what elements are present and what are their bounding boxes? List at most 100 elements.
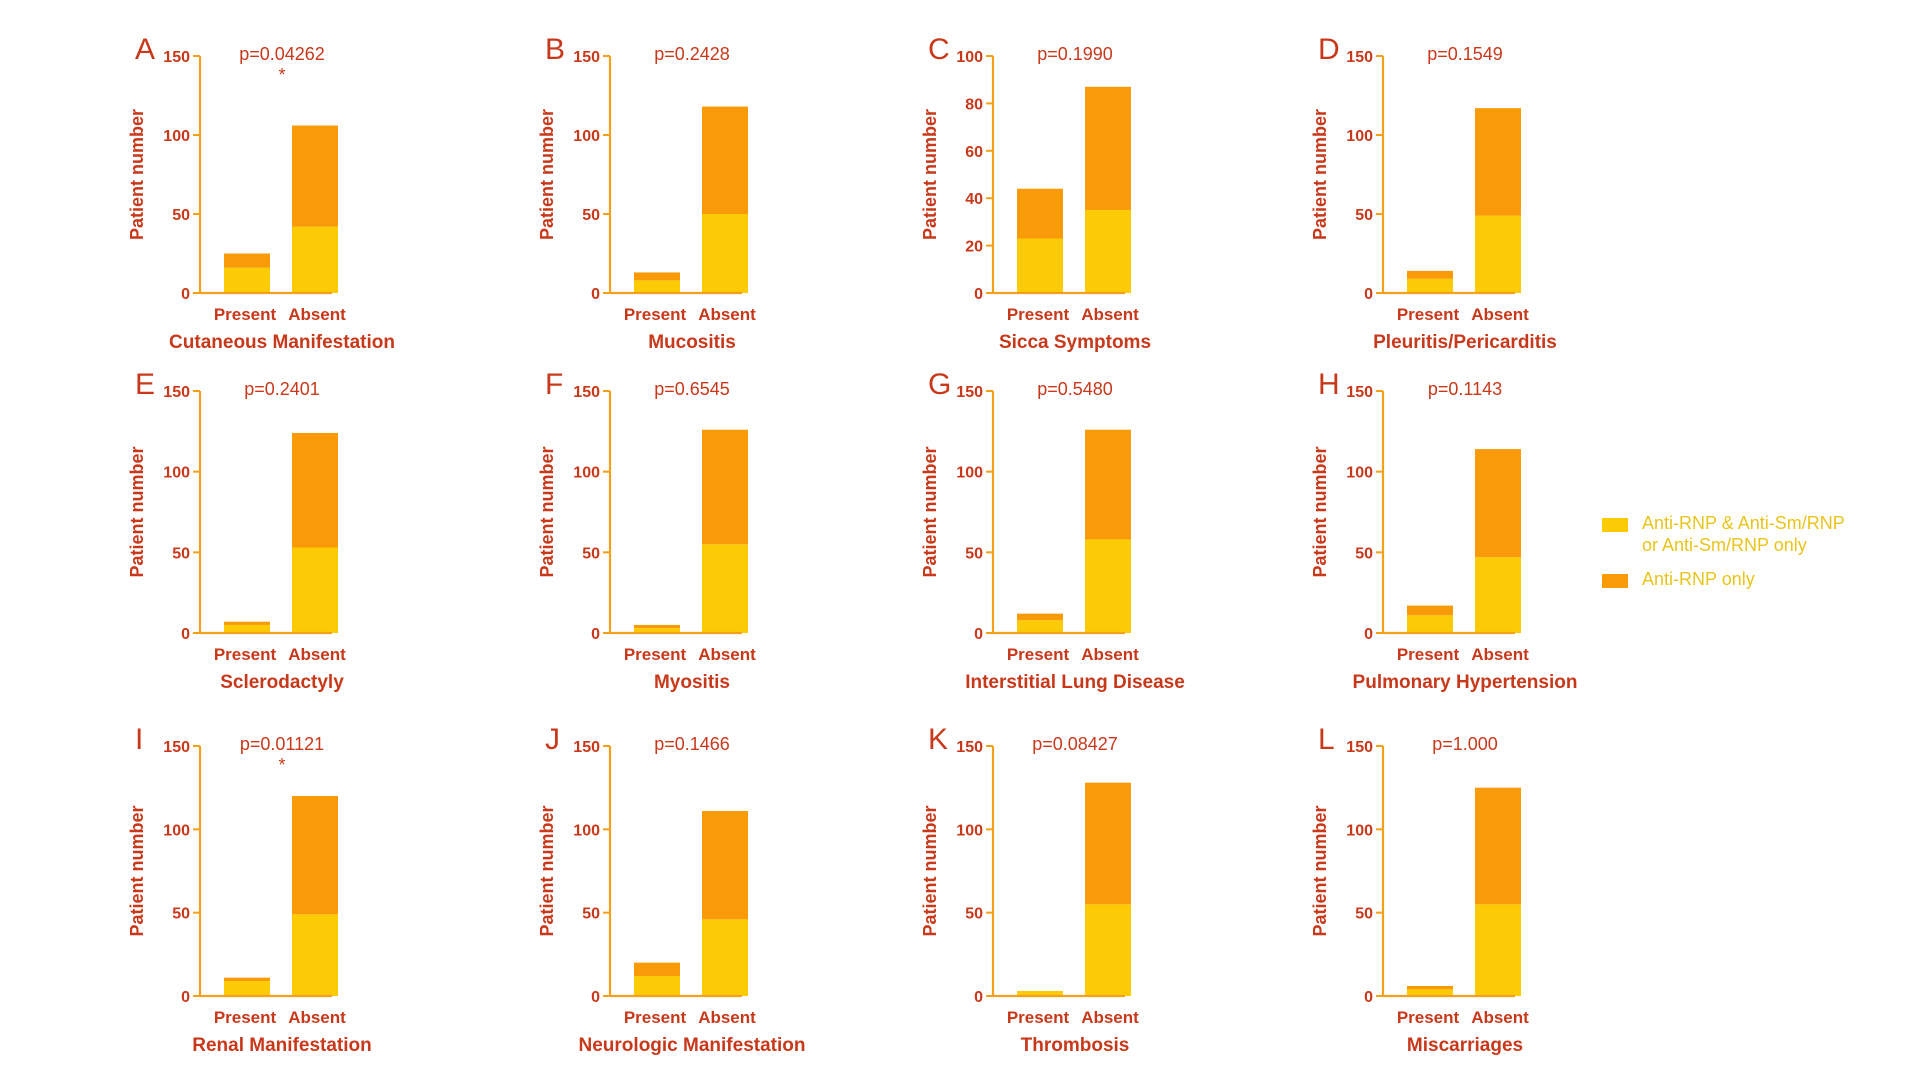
panel-title-d: Pleuritis/Pericarditis bbox=[1373, 332, 1557, 353]
bar-e-absent-rnp-only bbox=[292, 432, 338, 548]
p-value-d: p=0.1549 bbox=[1427, 44, 1503, 64]
y-tick-label-d-50: 50 bbox=[1355, 207, 1373, 224]
panel-g: Present Absent 0 50 100 150 G Patient number p=0… bbox=[920, 368, 1185, 693]
panel-a: Present Absent 0 50 100 150 A Patient number p=0… bbox=[127, 33, 395, 353]
bar-d-absent-rnp-only bbox=[1475, 108, 1521, 216]
y-tick-label-b-100: 100 bbox=[573, 128, 600, 145]
bar-i-absent-combined bbox=[292, 914, 338, 996]
x-tick-label-e-absent: Absent bbox=[288, 645, 346, 664]
y-tick-label-e-0: 0 bbox=[181, 626, 190, 643]
x-tick-label-f-present: Present bbox=[624, 645, 687, 664]
x-tick-label-i-absent: Absent bbox=[288, 1008, 346, 1027]
legend-swatch-combined bbox=[1602, 518, 1628, 532]
y-axis-label-e: Patient number bbox=[127, 446, 147, 577]
bar-k-present-combined bbox=[1017, 991, 1063, 996]
bar-b-absent-rnp-only bbox=[702, 106, 748, 214]
bar-k-absent-combined bbox=[1085, 904, 1131, 996]
p-value-i: p=0.01121 bbox=[240, 734, 324, 754]
panel-h: Present Absent 0 50 100 150 H Patient number p=0… bbox=[1310, 368, 1577, 693]
y-tick-label-c-100: 100 bbox=[956, 49, 983, 66]
panel-i: Present Absent 0 50 100 150 I Patient number p=0… bbox=[127, 723, 372, 1056]
x-tick-label-e-present: Present bbox=[214, 645, 277, 664]
y-axis-label-h: Patient number bbox=[1310, 446, 1330, 577]
panel-title-l: Miscarriages bbox=[1407, 1035, 1523, 1056]
panel-title-f: Myositis bbox=[654, 672, 730, 693]
y-axis-label-d: Patient number bbox=[1310, 109, 1330, 240]
y-tick-label-l-100: 100 bbox=[1346, 822, 1373, 839]
bar-h-absent-combined bbox=[1475, 557, 1521, 633]
x-tick-label-j-absent: Absent bbox=[698, 1008, 756, 1027]
bar-g-absent-combined bbox=[1085, 539, 1131, 633]
y-tick-label-i-50: 50 bbox=[172, 906, 190, 923]
bar-l-present-rnp-only bbox=[1407, 986, 1453, 990]
x-tick-label-i-present: Present bbox=[214, 1008, 277, 1027]
bar-l-absent-combined bbox=[1475, 904, 1521, 996]
panel-k: Present Absent 0 50 100 150 K Patient number p=0… bbox=[920, 723, 1139, 1056]
y-tick-label-l-50: 50 bbox=[1355, 906, 1373, 923]
x-tick-label-c-present: Present bbox=[1007, 305, 1070, 324]
panel-title-g: Interstitial Lung Disease bbox=[965, 672, 1185, 693]
bar-c-absent-combined bbox=[1085, 210, 1131, 293]
legend-label-combined-line1: Anti-RNP & Anti-Sm/RNP bbox=[1642, 513, 1845, 533]
x-tick-label-k-present: Present bbox=[1007, 1008, 1070, 1027]
y-tick-label-c-20: 20 bbox=[965, 239, 983, 256]
bar-k-absent-rnp-only bbox=[1085, 782, 1131, 905]
panel-title-e: Sclerodactyly bbox=[220, 672, 344, 693]
y-tick-label-j-50: 50 bbox=[582, 906, 600, 923]
bar-h-absent-rnp-only bbox=[1475, 449, 1521, 558]
y-tick-label-c-0: 0 bbox=[974, 286, 983, 303]
x-tick-label-d-absent: Absent bbox=[1471, 305, 1529, 324]
y-tick-label-h-150: 150 bbox=[1346, 384, 1373, 401]
y-axis-label-j: Patient number bbox=[537, 805, 557, 936]
y-tick-label-g-100: 100 bbox=[956, 465, 983, 482]
x-tick-label-a-absent: Absent bbox=[288, 305, 346, 324]
y-tick-label-e-50: 50 bbox=[172, 545, 190, 562]
panel-title-h: Pulmonary Hypertension bbox=[1353, 672, 1578, 693]
y-tick-label-c-40: 40 bbox=[965, 191, 983, 208]
y-tick-label-a-0: 0 bbox=[181, 286, 190, 303]
y-axis-label-i: Patient number bbox=[127, 805, 147, 936]
y-tick-label-e-100: 100 bbox=[163, 465, 190, 482]
y-axis-label-k: Patient number bbox=[920, 805, 940, 936]
p-value-a: p=0.04262 bbox=[239, 44, 325, 64]
panel-l: Present Absent 0 50 100 150 L Patient number p=1… bbox=[1310, 723, 1529, 1056]
legend-label-rnp-only: Anti-RNP only bbox=[1642, 568, 1755, 590]
y-tick-label-f-0: 0 bbox=[591, 626, 600, 643]
bar-g-absent-rnp-only bbox=[1085, 429, 1131, 540]
bar-h-present-combined bbox=[1407, 615, 1453, 633]
y-tick-label-h-50: 50 bbox=[1355, 545, 1373, 562]
bar-a-present-rnp-only bbox=[224, 253, 270, 268]
y-tick-label-g-0: 0 bbox=[974, 626, 983, 643]
bar-c-absent-rnp-only bbox=[1085, 86, 1131, 211]
bar-i-present-combined bbox=[224, 981, 270, 996]
bar-b-present-combined bbox=[634, 280, 680, 293]
y-axis-label-g: Patient number bbox=[920, 446, 940, 577]
panel-letter-g: G bbox=[928, 368, 951, 401]
panel-letter-i: I bbox=[135, 723, 143, 756]
panel-title-k: Thrombosis bbox=[1021, 1035, 1130, 1056]
p-value-g: p=0.5480 bbox=[1037, 379, 1113, 399]
panel-letter-d: D bbox=[1318, 33, 1340, 66]
panel-b: Present Absent 0 50 100 150 B Patient number p=0… bbox=[537, 33, 756, 353]
bar-f-absent-rnp-only bbox=[702, 429, 748, 545]
bar-i-absent-rnp-only bbox=[292, 796, 338, 915]
y-tick-label-h-0: 0 bbox=[1364, 626, 1373, 643]
bar-j-absent-rnp-only bbox=[702, 811, 748, 920]
p-value-f: p=0.6545 bbox=[654, 379, 730, 399]
y-tick-label-b-150: 150 bbox=[573, 49, 600, 66]
legend-label-combined: Anti-RNP & Anti-Sm/RNP or Anti-Sm/RNP on… bbox=[1642, 512, 1845, 556]
y-tick-label-i-0: 0 bbox=[181, 989, 190, 1006]
p-value-h: p=0.1143 bbox=[1428, 379, 1502, 399]
bar-j-present-rnp-only bbox=[634, 962, 680, 976]
p-value-l: p=1.000 bbox=[1432, 734, 1498, 754]
p-value-j: p=0.1466 bbox=[654, 734, 730, 754]
panel-letter-j: J bbox=[545, 723, 560, 756]
x-tick-label-g-present: Present bbox=[1007, 645, 1070, 664]
x-tick-label-c-absent: Absent bbox=[1081, 305, 1139, 324]
x-tick-label-f-absent: Absent bbox=[698, 645, 756, 664]
y-tick-label-k-150: 150 bbox=[956, 739, 983, 756]
x-tick-label-d-present: Present bbox=[1397, 305, 1460, 324]
panel-letter-k: K bbox=[928, 723, 948, 756]
y-tick-label-i-100: 100 bbox=[163, 822, 190, 839]
x-tick-label-l-present: Present bbox=[1397, 1008, 1460, 1027]
